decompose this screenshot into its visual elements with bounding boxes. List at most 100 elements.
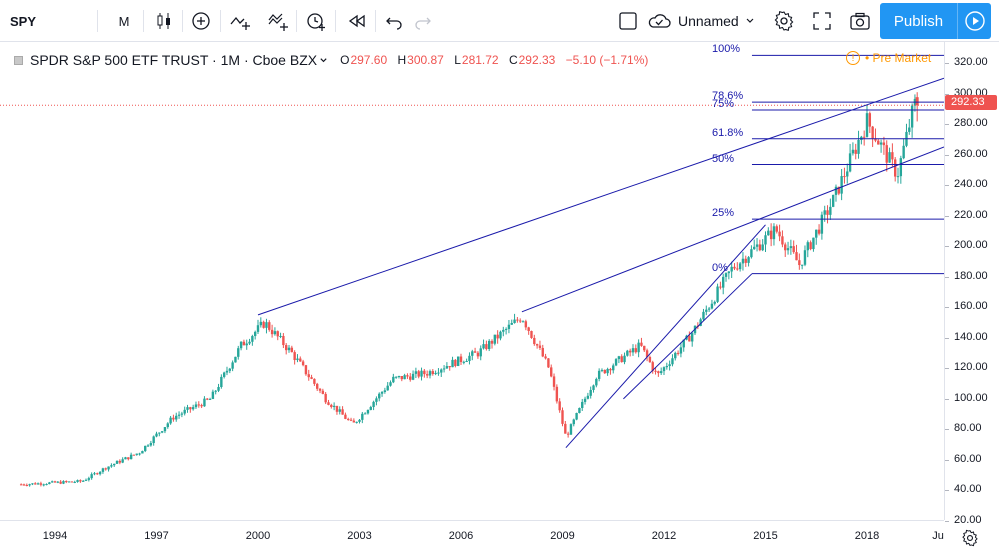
candle-body	[186, 407, 189, 410]
fib-level-label: 75%	[711, 97, 734, 110]
candle-body	[502, 329, 505, 332]
axis-settings-gear-icon[interactable]	[958, 526, 982, 550]
fib-level-label: 100%	[711, 43, 741, 56]
candle-body	[558, 401, 561, 411]
legend-title[interactable]: SPDR S&P 500 ETF TRUST · 1M · Cboe BZX	[30, 52, 318, 68]
compare-add-symbol-icon[interactable]	[185, 0, 217, 42]
price-axis[interactable]: 320.00 300.00 280.00 260.00 240.00 220.00 200.…	[944, 42, 999, 526]
candle-body	[606, 368, 609, 374]
candle-body	[434, 372, 437, 375]
publish-video-button[interactable]	[957, 3, 991, 39]
candle-body	[411, 373, 415, 380]
fib-level-label: 61.8%	[711, 126, 744, 139]
candle-body	[736, 268, 739, 270]
candle-body	[614, 359, 618, 366]
lower-trend-line	[521, 146, 944, 313]
price-tick-mark	[945, 307, 949, 309]
candle-body	[738, 263, 742, 270]
candle-body	[445, 366, 449, 369]
candle-body	[425, 374, 429, 376]
candle-body	[682, 339, 685, 348]
price-tick-mark	[945, 63, 949, 64]
alert-clock-icon[interactable]	[300, 0, 332, 42]
save-layout-button[interactable]: Unnamed	[646, 0, 766, 42]
candle-body	[651, 362, 654, 371]
candle-body	[383, 390, 387, 392]
low-label: L	[454, 53, 461, 67]
candle-body	[767, 230, 770, 236]
candle-body	[671, 358, 674, 365]
candle-body	[538, 345, 542, 348]
candle-body	[456, 356, 460, 366]
publish-button[interactable]: Publish	[880, 3, 957, 39]
candle-body	[19, 484, 23, 486]
candle-body	[132, 454, 136, 456]
candle-body	[392, 376, 395, 383]
replay-rewind-icon[interactable]	[341, 0, 373, 42]
toolbar-divider	[375, 10, 376, 32]
candle-body	[366, 409, 370, 414]
camera-snapshot-icon[interactable]	[844, 0, 876, 42]
pre-market-status[interactable]: ! • Pre Market	[846, 51, 931, 65]
candle-body	[183, 409, 186, 414]
candle-body	[284, 345, 288, 351]
open-label: O	[340, 53, 350, 67]
price-tick-mark	[945, 124, 949, 126]
candle-body	[662, 367, 666, 372]
price-chart[interactable]	[0, 42, 944, 520]
candle-body	[882, 142, 886, 146]
rally-trend-line-lower	[623, 273, 753, 400]
redo-icon[interactable]	[407, 0, 439, 42]
candle-body	[809, 242, 812, 250]
chevron-down-icon[interactable]	[319, 56, 328, 65]
price-tick-label: 140.00	[954, 330, 988, 343]
symbol-search-button[interactable]: SPY	[10, 13, 37, 29]
candle-body	[516, 319, 519, 321]
candle-body	[172, 417, 175, 420]
candle-body	[555, 386, 559, 402]
candle-body	[36, 483, 40, 485]
candle-body	[879, 142, 883, 145]
candle-body	[409, 376, 412, 380]
price-tick-mark	[945, 429, 949, 431]
candle-body	[459, 356, 463, 363]
candle-body	[504, 328, 508, 330]
settings-gear-icon[interactable]	[768, 0, 800, 42]
candle-body	[355, 421, 358, 423]
fullscreen-icon[interactable]	[806, 0, 838, 42]
candle-body	[612, 365, 615, 371]
candle-body	[45, 484, 48, 486]
price-tick-mark	[945, 398, 949, 400]
candle-body	[843, 176, 846, 178]
high-value: 300.87	[407, 53, 444, 67]
candle-body	[815, 229, 818, 238]
candle-body	[888, 152, 891, 163]
candle-body	[155, 433, 158, 437]
candle-body	[800, 264, 804, 266]
candle-body	[262, 321, 265, 328]
candle-body	[251, 336, 254, 342]
candle-body	[316, 383, 319, 389]
time-axis[interactable]: 1994 1997 2000 2003 2006 2009 2012 2015 2018 Ju	[0, 520, 944, 553]
interval-button[interactable]: M	[118, 13, 130, 29]
candle-body	[347, 418, 350, 420]
candle-body	[191, 407, 195, 410]
candle-body	[468, 355, 471, 362]
candle-body	[792, 246, 795, 253]
legend-visibility-icon[interactable]	[14, 55, 23, 65]
indicators-icon[interactable]	[224, 0, 256, 42]
candle-body	[631, 348, 635, 353]
toolbar-divider	[97, 10, 98, 32]
financials-icon[interactable]	[262, 0, 294, 42]
candle-body	[28, 484, 31, 486]
chart-style-candles-icon[interactable]	[148, 0, 180, 42]
candle-body	[90, 474, 93, 479]
layout-square-icon[interactable]	[612, 0, 644, 42]
candle-body	[524, 321, 528, 328]
candle-body	[25, 484, 29, 486]
candle-body	[665, 366, 669, 368]
candle-body	[406, 375, 409, 377]
candle-body	[50, 481, 54, 483]
undo-icon[interactable]	[378, 0, 410, 42]
candle-body	[581, 401, 584, 408]
